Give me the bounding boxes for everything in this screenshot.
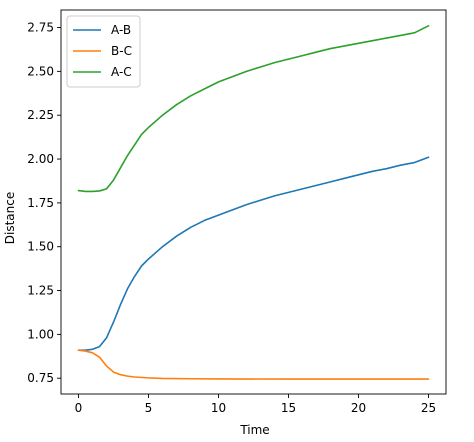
y-tick-label: 1.50 xyxy=(27,240,54,254)
y-tick-label: 2.00 xyxy=(27,152,54,166)
x-axis-label: Time xyxy=(239,423,269,437)
series-line-b-c xyxy=(77,349,430,380)
series-line-a-c xyxy=(77,24,430,193)
y-axis-label: Distance xyxy=(3,192,17,244)
x-tick-label: 10 xyxy=(211,401,226,415)
x-tick-label: 15 xyxy=(281,401,296,415)
x-tick-label: 20 xyxy=(351,401,366,415)
plot-frame xyxy=(60,9,447,395)
y-tick-label: 2.50 xyxy=(27,64,54,78)
y-tick-label: 1.25 xyxy=(27,284,54,298)
legend-label-a-c: A-C xyxy=(111,65,132,79)
y-tick-label: 1.75 xyxy=(27,196,54,210)
series-line-a-b xyxy=(77,156,430,351)
legend-box xyxy=(66,15,141,88)
legend-label-b-c: B-C xyxy=(111,44,132,58)
axes-layer: 0 5 10 15 20 25 0.75 1.00 1.25 1.50 1.75 2.00 2.25 2.… xyxy=(27,9,447,415)
y-tick-label: 2.25 xyxy=(27,108,54,122)
x-tick-label: 25 xyxy=(421,401,436,415)
x-tick-label: 5 xyxy=(145,401,153,415)
x-tick-label: 0 xyxy=(75,401,83,415)
legend: A-B B-C A-C xyxy=(66,15,141,88)
plot-layer xyxy=(77,24,430,380)
legend-label-a-b: A-B xyxy=(111,23,131,37)
y-tick-label: 1.00 xyxy=(27,327,54,341)
y-tick-label: 0.75 xyxy=(27,371,54,385)
y-tick-label: 2.75 xyxy=(27,21,54,35)
